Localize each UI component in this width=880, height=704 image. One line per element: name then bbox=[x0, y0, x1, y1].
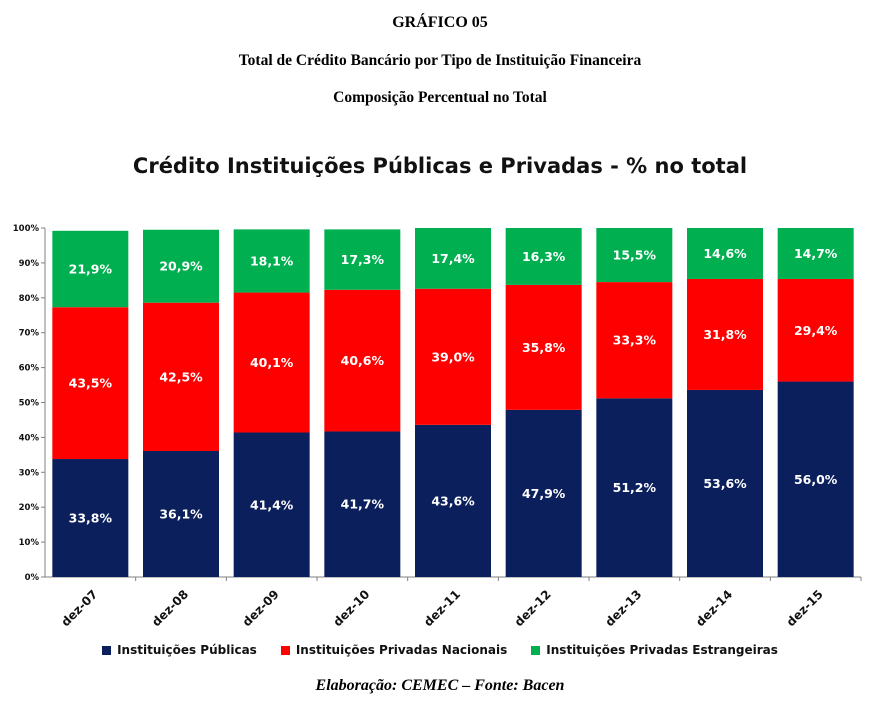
bar-segment bbox=[687, 228, 763, 279]
bar-segment bbox=[596, 228, 673, 283]
legend-label-nacionais: Instituições Privadas Nacionais bbox=[295, 643, 508, 657]
data-label: 56,0% bbox=[794, 472, 838, 487]
bar-segment bbox=[596, 282, 673, 399]
data-label: 39,0% bbox=[431, 349, 475, 364]
data-label: 17,3% bbox=[341, 252, 385, 267]
data-label: 40,6% bbox=[341, 353, 385, 368]
stacked-bar-chart: 0% 10% 20% 30% 40% 50% 60% 70% 80% 90% 100% 33,8% 43… bbox=[13, 224, 862, 629]
bar-segment bbox=[415, 424, 491, 577]
data-label: 33,3% bbox=[613, 333, 657, 348]
chart-title: Crédito Instituições Públicas e Privadas… bbox=[132, 154, 748, 178]
legend-label-publicas: Instituições Públicas bbox=[117, 643, 257, 657]
legend-swatch-publicas bbox=[102, 645, 112, 655]
bar-segment bbox=[505, 228, 582, 285]
bar-segment bbox=[324, 431, 401, 577]
y-tick-label: 60% bbox=[19, 364, 40, 374]
bar-segment bbox=[505, 409, 582, 577]
data-label: 43,6% bbox=[431, 493, 475, 508]
bar-segment bbox=[52, 459, 129, 577]
data-label: 14,7% bbox=[794, 246, 838, 261]
y-tick-label: 10% bbox=[19, 538, 40, 548]
data-label: 40,1% bbox=[250, 355, 294, 370]
legend-swatch-nacionais bbox=[280, 645, 290, 655]
data-label: 18,1% bbox=[250, 253, 294, 268]
data-label: 15,5% bbox=[613, 248, 657, 263]
bar-segment bbox=[687, 278, 763, 390]
x-tick-label: dez-13 bbox=[602, 587, 644, 629]
x-tick-label: dez-15 bbox=[784, 587, 826, 629]
bar-segment bbox=[52, 230, 129, 308]
y-tick-label: 30% bbox=[19, 468, 40, 478]
source-note: Elaboração: CEMEC – Fonte: Bacen bbox=[315, 677, 565, 694]
bar-segment bbox=[143, 302, 219, 452]
x-tick-label: dez-08 bbox=[149, 587, 191, 629]
x-tick-label: dez-14 bbox=[693, 587, 735, 629]
y-tick-label: 50% bbox=[19, 399, 40, 409]
bar-segment bbox=[415, 288, 491, 425]
y-tick-label: 70% bbox=[19, 329, 40, 339]
bar-segment bbox=[415, 228, 491, 289]
data-label: 47,9% bbox=[522, 486, 566, 501]
bar-segment bbox=[143, 451, 219, 577]
data-label: 42,5% bbox=[159, 369, 203, 384]
data-label: 51,2% bbox=[613, 480, 657, 495]
data-label: 33,8% bbox=[69, 511, 113, 526]
legend-item-publicas: Instituições Públicas bbox=[102, 643, 257, 657]
bar-segment bbox=[324, 289, 401, 432]
bar-segment bbox=[777, 381, 854, 577]
legend-item-nacionais: Instituições Privadas Nacionais bbox=[280, 643, 508, 657]
data-label: 29,4% bbox=[794, 323, 838, 338]
chart-legend: Instituições Públicas Instituições Priva… bbox=[0, 643, 880, 657]
data-label: 41,4% bbox=[250, 497, 294, 512]
bar-segment bbox=[777, 228, 854, 279]
figure-subtitle: Composição Percentual no Total bbox=[333, 89, 547, 106]
x-tick-label: dez-07 bbox=[58, 587, 100, 629]
bar-segment bbox=[505, 284, 582, 410]
data-label: 14,6% bbox=[703, 246, 747, 261]
data-label: 31,8% bbox=[703, 327, 747, 342]
figure-number: GRÁFICO 05 bbox=[392, 14, 488, 31]
legend-swatch-estrangeiras bbox=[531, 645, 541, 655]
y-tick-label: 100% bbox=[13, 224, 40, 234]
legend-item-estrangeiras: Instituições Privadas Estrangeiras bbox=[531, 643, 778, 657]
y-tick-label: 90% bbox=[19, 259, 40, 269]
bar-segment bbox=[143, 229, 219, 303]
bar-segment bbox=[233, 229, 310, 293]
x-tick-label: dez-12 bbox=[512, 587, 554, 629]
data-label: 35,8% bbox=[522, 340, 566, 355]
data-label: 36,1% bbox=[159, 507, 203, 522]
bar-segment bbox=[52, 307, 129, 460]
figure-title: Total de Crédito Bancário por Tipo de In… bbox=[238, 52, 642, 69]
x-tick-label: dez-10 bbox=[330, 587, 372, 629]
bar-segment bbox=[233, 292, 310, 433]
bar-segment bbox=[777, 278, 854, 382]
y-tick-label: 20% bbox=[19, 503, 40, 513]
bar-segment bbox=[324, 229, 401, 290]
data-label: 41,7% bbox=[341, 497, 385, 512]
legend-label-estrangeiras: Instituições Privadas Estrangeiras bbox=[546, 643, 778, 657]
data-label: 20,9% bbox=[159, 259, 203, 274]
data-label: 17,4% bbox=[431, 251, 475, 266]
x-tick-label: dez-09 bbox=[240, 587, 282, 629]
bar-segment bbox=[687, 389, 763, 577]
x-tick-label: dez-11 bbox=[421, 587, 463, 629]
data-label: 21,9% bbox=[69, 262, 113, 277]
y-tick-label: 40% bbox=[19, 433, 40, 443]
y-tick-label: 0% bbox=[25, 573, 40, 583]
y-tick-label: 80% bbox=[19, 294, 40, 304]
bar-segment bbox=[596, 398, 673, 577]
data-label: 43,5% bbox=[69, 376, 113, 391]
data-label: 53,6% bbox=[703, 476, 747, 491]
bar-segment bbox=[233, 432, 310, 577]
data-label: 16,3% bbox=[522, 249, 566, 264]
